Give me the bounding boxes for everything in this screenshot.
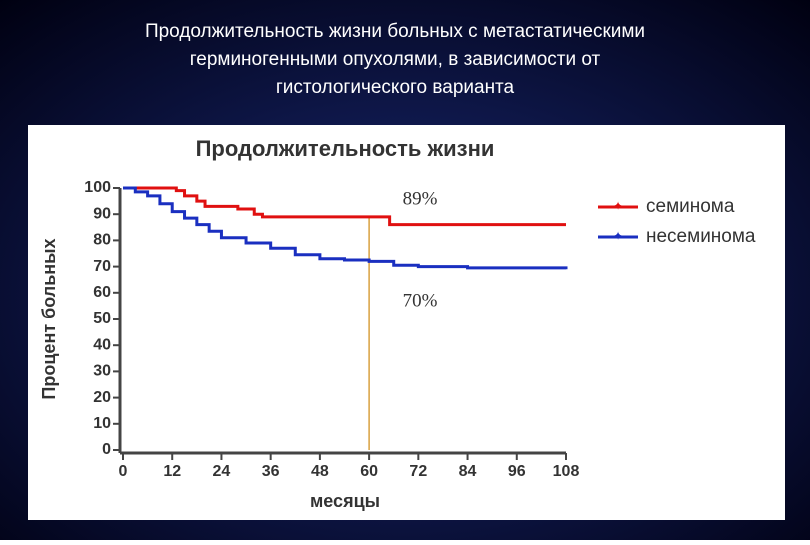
chart-panel xyxy=(28,125,785,520)
x-tick-label: 0 xyxy=(119,463,128,480)
chart-title: Продолжительность жизни xyxy=(196,136,495,161)
y-tick-label: 80 xyxy=(93,232,111,249)
y-tick-label: 30 xyxy=(93,363,111,380)
y-tick-label: 40 xyxy=(93,336,111,353)
x-tick-label: 60 xyxy=(360,463,378,480)
x-axis-label: месяцы xyxy=(310,491,380,511)
x-tick-label: 96 xyxy=(508,463,526,480)
x-tick-label: 24 xyxy=(213,463,231,480)
y-axis-label: Процент больных xyxy=(39,238,59,399)
slide-title: Продолжительность жизни больных с метаст… xyxy=(145,21,645,42)
y-tick-label: 10 xyxy=(93,415,111,432)
slide-title: гистологического варианта xyxy=(276,77,515,98)
legend-label: семинома xyxy=(646,196,735,217)
x-tick-label: 48 xyxy=(311,463,329,480)
x-tick-label: 72 xyxy=(409,463,427,480)
annotation: 70% xyxy=(403,290,438,311)
slide-title: герминогенными опухолями, в зависимости … xyxy=(190,49,601,70)
x-tick-label: 12 xyxy=(163,463,181,480)
series-line xyxy=(123,186,566,227)
x-tick-label: 84 xyxy=(459,463,477,480)
y-tick-label: 50 xyxy=(93,310,111,327)
x-tick-label: 108 xyxy=(553,463,580,480)
legend-marker: ✦ xyxy=(613,199,623,213)
y-tick-label: 60 xyxy=(93,284,111,301)
legend-label: несеминома xyxy=(646,226,756,247)
y-tick-label: 0 xyxy=(102,441,111,458)
x-tick-label: 36 xyxy=(262,463,280,480)
y-tick-label: 70 xyxy=(93,258,111,275)
y-tick-label: 90 xyxy=(93,205,111,222)
y-tick-label: 20 xyxy=(93,389,111,406)
y-tick-label: 100 xyxy=(84,179,111,196)
legend-marker: ✦ xyxy=(613,229,623,243)
series-line xyxy=(123,186,568,270)
annotation: 89% xyxy=(403,188,438,209)
